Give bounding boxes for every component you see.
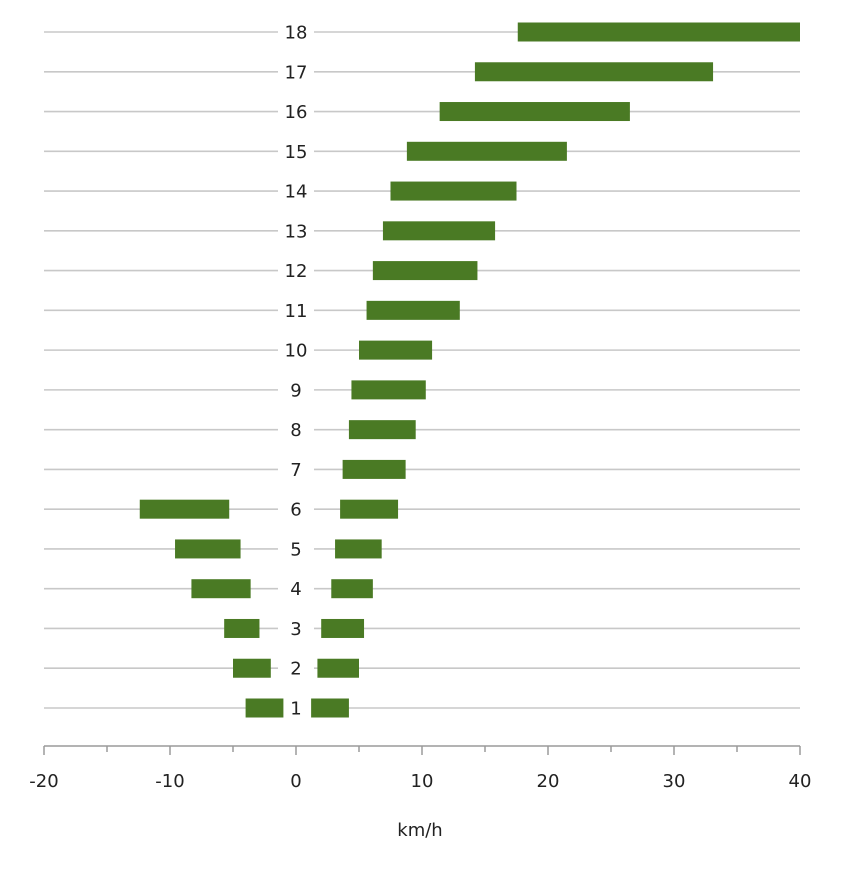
bar [317,658,359,678]
bar [382,221,496,241]
x-tick-label: 30 [663,771,686,792]
category-label: 12 [285,261,308,282]
x-axis-title: km/h [397,820,442,841]
bar [139,499,230,519]
category-label: 2 [290,659,301,680]
category-label: 17 [285,62,308,83]
x-tick-label: -10 [155,771,184,792]
bar [331,579,373,599]
bar [191,579,251,599]
bar [372,261,478,281]
category-label: 18 [285,23,308,44]
x-tick-label: 20 [537,771,560,792]
category-label: 14 [285,182,308,203]
category-label: 15 [285,142,308,163]
bar [175,539,241,559]
bars [139,22,800,718]
category-label: 4 [290,579,301,600]
category-label: 3 [290,619,301,640]
bar [342,459,406,479]
category-label: 9 [290,380,301,401]
x-tick-label: 40 [789,771,812,792]
gridlines [44,31,800,709]
bar [233,658,271,678]
bar [359,340,433,360]
bar [311,698,349,718]
x-tick-label: 0 [290,771,301,792]
x-tick-label: -20 [29,771,58,792]
bar [245,698,284,718]
bar [340,499,399,519]
category-label: 7 [290,460,301,481]
category-label: 13 [285,221,308,242]
x-tick-label: 10 [411,771,434,792]
category-label: 5 [290,539,301,560]
bar [390,181,517,201]
category-label: 11 [285,301,308,322]
category-label: 6 [290,500,301,521]
bar [406,141,567,161]
bar [366,300,460,320]
bar [474,62,714,82]
bar [517,22,800,42]
category-label: 10 [285,341,308,362]
category-label: 8 [290,420,301,441]
bar [224,618,260,638]
bar [351,380,426,400]
bar [439,102,630,122]
bar [321,618,365,638]
category-label: 1 [290,699,301,720]
bar [348,420,416,440]
category-label: 16 [285,102,308,123]
bar [335,539,382,559]
x-axis: -20 -10 0 10 20 30 40 [29,745,812,792]
